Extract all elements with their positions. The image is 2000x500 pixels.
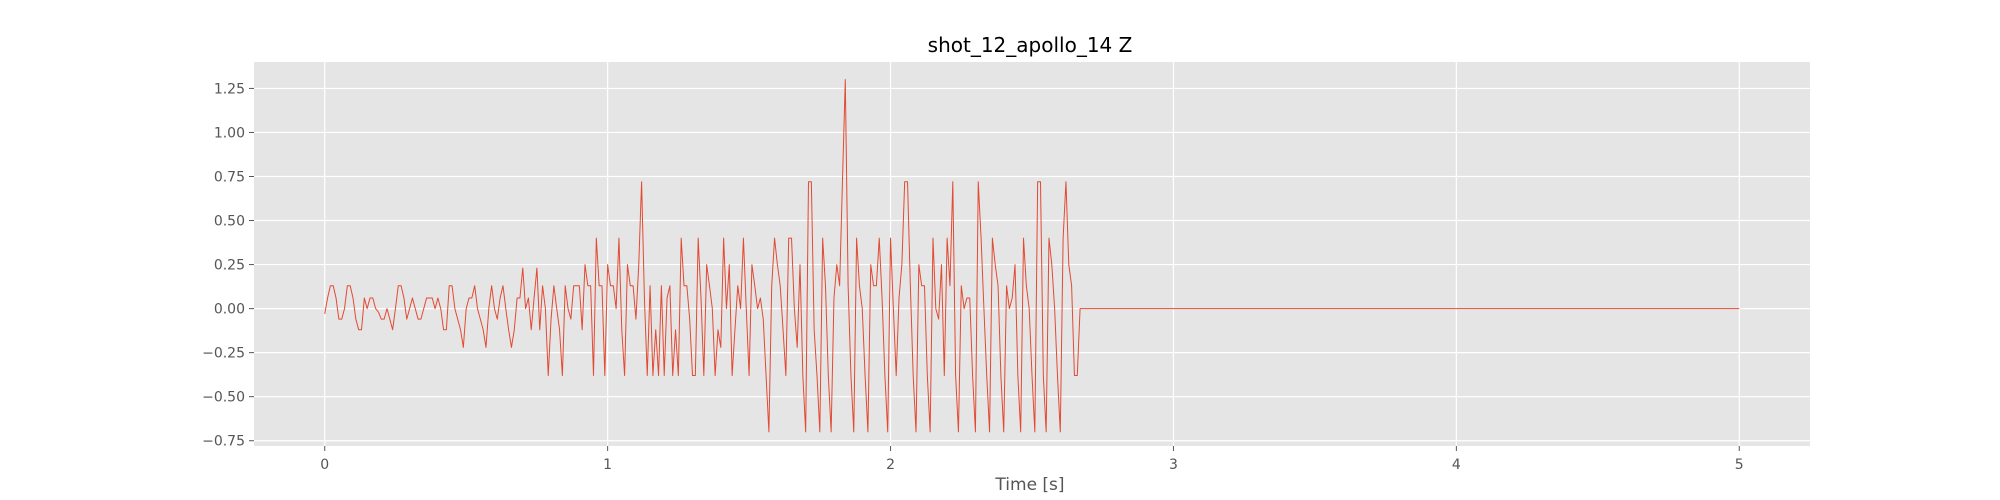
grid — [254, 62, 1810, 446]
y-tick-label: 0.75 — [214, 169, 245, 185]
x-tick-label: 1 — [603, 457, 612, 473]
chart-title: shot_12_apollo_14 Z — [928, 33, 1133, 57]
x-axis: 0 1 2 3 4 5 — [320, 446, 1744, 473]
plot-area — [254, 62, 1810, 446]
y-tick-label: 1.00 — [214, 125, 245, 141]
y-tick-label: −0.75 — [202, 434, 245, 450]
y-axis: 1.25 1.00 0.75 0.50 0.25 0.00 −0.25 −0.50 −0.75 — [202, 81, 254, 450]
x-tick-label: 5 — [1735, 457, 1744, 473]
x-tick-label: 4 — [1452, 457, 1461, 473]
y-tick-label: 0.00 — [214, 302, 245, 318]
series-layer — [324, 79, 1740, 433]
series-line — [324, 79, 1740, 433]
x-tick-label: 0 — [320, 457, 329, 473]
x-tick-label: 3 — [1169, 457, 1178, 473]
y-tick-label: 0.50 — [214, 214, 245, 230]
y-tick-label: −0.25 — [202, 346, 245, 362]
y-tick-label: 1.25 — [214, 81, 245, 97]
x-tick-label: 2 — [886, 457, 895, 473]
y-tick-label: 0.25 — [214, 258, 245, 274]
x-axis-label: Time [s] — [994, 475, 1064, 495]
y-tick-label: −0.50 — [202, 390, 245, 406]
